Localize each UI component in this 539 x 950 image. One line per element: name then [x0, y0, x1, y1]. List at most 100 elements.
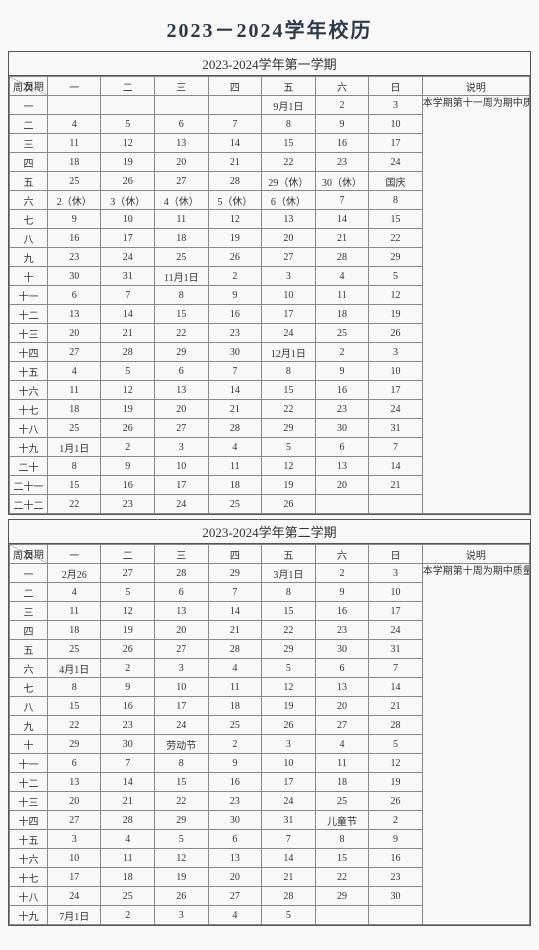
semester-notes: 本学期第十周为期中质量检查周，第十九周进行期末考试、总结。本学期2月26日开学，… — [422, 564, 529, 925]
date-cell: 16 — [315, 134, 369, 153]
date-cell: 31 — [262, 811, 316, 830]
date-cell: 27 — [315, 716, 369, 735]
date-cell: 5 — [101, 115, 155, 134]
week-label: 十六 — [10, 381, 48, 400]
date-cell: 2月26 — [47, 564, 101, 583]
week-label: 十七 — [10, 868, 48, 887]
date-cell: 21 — [262, 868, 316, 887]
date-cell: 25 — [47, 640, 101, 659]
date-cell: 22 — [262, 621, 316, 640]
date-cell: 20 — [262, 229, 316, 248]
date-cell: 4 — [47, 362, 101, 381]
date-cell — [47, 96, 101, 115]
date-cell: 15 — [315, 849, 369, 868]
date-cell: 25 — [47, 172, 101, 191]
date-cell: 11月1日 — [155, 267, 209, 286]
week-label: 十六 — [10, 849, 48, 868]
date-cell: 13 — [262, 210, 316, 229]
date-cell: 7 — [262, 830, 316, 849]
date-cell: 28 — [262, 887, 316, 906]
date-cell: 17 — [262, 305, 316, 324]
date-cell: 22 — [155, 324, 209, 343]
date-cell: 3 — [262, 267, 316, 286]
date-cell: 9 — [101, 678, 155, 697]
date-cell: 2 — [208, 267, 262, 286]
date-cell: 1月1日 — [47, 438, 101, 457]
date-cell: 8 — [262, 583, 316, 602]
date-cell: 15 — [369, 210, 423, 229]
week-label: 十二 — [10, 773, 48, 792]
date-cell: 17 — [262, 773, 316, 792]
date-cell: 9 — [315, 583, 369, 602]
date-cell: 18 — [315, 773, 369, 792]
date-cell: 12 — [262, 678, 316, 697]
date-cell: 10 — [369, 583, 423, 602]
semester-title: 2023-2024学年第一学期 — [9, 52, 530, 76]
date-cell: 28 — [208, 640, 262, 659]
date-cell: 6 — [155, 362, 209, 381]
date-cell: 7月1日 — [47, 906, 101, 925]
date-cell: 19 — [262, 476, 316, 495]
date-cell: 18 — [101, 868, 155, 887]
date-cell: 26 — [369, 324, 423, 343]
date-cell: 16 — [208, 773, 262, 792]
date-cell: 19 — [208, 229, 262, 248]
date-cell: 2 — [315, 96, 369, 115]
date-cell: 29 — [369, 248, 423, 267]
date-cell: 18 — [47, 621, 101, 640]
date-cell: 13 — [47, 305, 101, 324]
date-cell: 30 — [208, 811, 262, 830]
date-cell: 22 — [369, 229, 423, 248]
date-cell: 3 — [155, 438, 209, 457]
date-cell: 21 — [369, 697, 423, 716]
date-cell: 19 — [101, 400, 155, 419]
date-cell: 27 — [47, 343, 101, 362]
week-label: 十三 — [10, 792, 48, 811]
date-cell: 12 — [369, 286, 423, 305]
date-cell: 4月1日 — [47, 659, 101, 678]
date-cell: 5 — [262, 659, 316, 678]
day-header: 四 — [208, 545, 262, 564]
date-cell: 24 — [369, 400, 423, 419]
date-cell: 7 — [369, 438, 423, 457]
date-cell: 25 — [208, 716, 262, 735]
date-cell: 20 — [155, 621, 209, 640]
date-cell: 19 — [101, 621, 155, 640]
date-cell: 17 — [47, 868, 101, 887]
date-cell: 6（休） — [262, 191, 316, 210]
date-cell: 19 — [369, 773, 423, 792]
date-cell: 24 — [262, 324, 316, 343]
week-label: 十九 — [10, 438, 48, 457]
date-cell: 20 — [315, 697, 369, 716]
date-cell: 26 — [369, 792, 423, 811]
date-cell: 15 — [262, 602, 316, 621]
day-header: 四 — [208, 77, 262, 96]
date-cell: 14 — [262, 849, 316, 868]
date-cell: 21 — [101, 792, 155, 811]
date-cell: 20 — [155, 400, 209, 419]
date-cell: 8 — [369, 191, 423, 210]
date-cell: 12 — [155, 849, 209, 868]
date-cell: 18 — [208, 697, 262, 716]
week-label: 十一 — [10, 286, 48, 305]
week-label: 十七 — [10, 400, 48, 419]
day-header: 三 — [155, 545, 209, 564]
date-cell: 6 — [315, 438, 369, 457]
date-cell: 17 — [369, 134, 423, 153]
date-cell: 17 — [101, 229, 155, 248]
date-cell: 4 — [315, 735, 369, 754]
date-cell: 26 — [262, 495, 316, 514]
date-cell: 25 — [47, 419, 101, 438]
semester-block: 2023-2024学年第一学期日期周次一二三四五六日说明一9月1日23本学期第十… — [8, 51, 531, 515]
header-week-label: 周次 — [13, 79, 33, 94]
date-cell: 11 — [155, 210, 209, 229]
date-cell: 10 — [155, 457, 209, 476]
week-label: 十八 — [10, 887, 48, 906]
date-cell: 30 — [315, 419, 369, 438]
day-header: 六 — [315, 545, 369, 564]
week-label: 四 — [10, 621, 48, 640]
date-cell: 15 — [155, 305, 209, 324]
date-cell: 27 — [155, 640, 209, 659]
date-cell: 25 — [315, 792, 369, 811]
date-cell: 14 — [369, 678, 423, 697]
